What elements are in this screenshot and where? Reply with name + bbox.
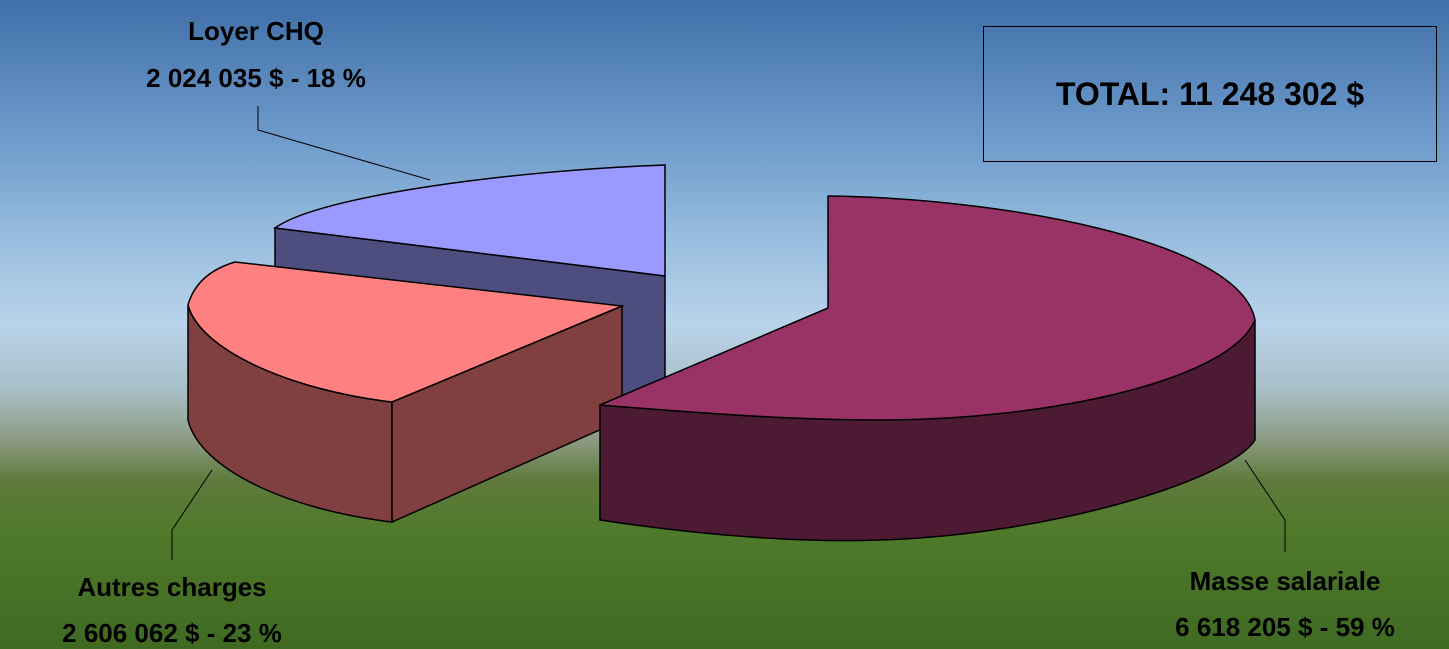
leader-line-masse-salariale (1244, 459, 1286, 552)
label-autres-charges-name: Autres charges (77, 572, 266, 602)
slice-autres-charges-top (187, 261, 625, 403)
label-autres-charges-value: 2 606 062 $ - 23 % (62, 618, 282, 648)
label-masse-salariale-name: Masse salariale (1190, 566, 1381, 596)
total-box: TOTAL: 11 248 302 $ (983, 26, 1437, 162)
slice-autres-charges (187, 261, 625, 524)
slice-masse-salariale (599, 195, 1256, 542)
leader-line-autres-charges (171, 469, 213, 560)
leader-line-loyer-chq (257, 106, 431, 181)
label-loyer-chq-name: Loyer CHQ (188, 16, 324, 46)
label-masse-salariale-value: 6 618 205 $ - 59 % (1175, 612, 1395, 642)
slice-loyer-chq-top (273, 164, 666, 277)
total-label: TOTAL: 11 248 302 $ (1055, 75, 1365, 112)
label-loyer-chq-value: 2 024 035 $ - 18 % (146, 63, 366, 93)
slice-masse-salariale-top (599, 195, 1256, 421)
